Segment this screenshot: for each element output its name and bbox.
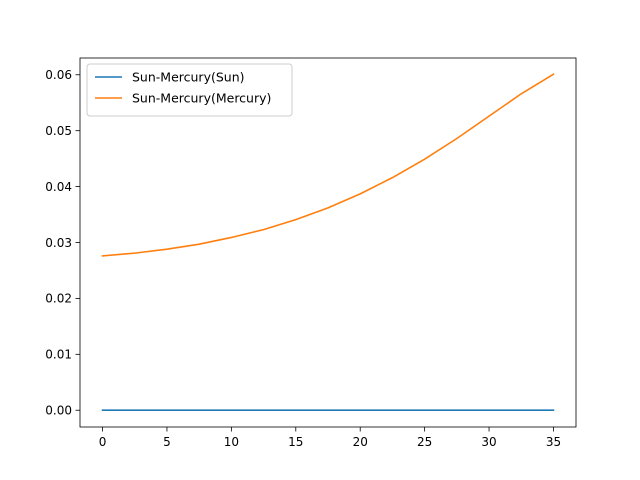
- series-layer: [101, 73, 555, 412]
- y-axis: 0.00 0.01 0.02 0.03 0.04 0.05 0.06: [45, 68, 80, 418]
- series-line-2: [101, 73, 555, 257]
- y-tick-label: 0.00: [45, 404, 72, 418]
- legend-box: [86, 63, 293, 117]
- x-axis: 0 5 10 15 20 25 30 35: [99, 427, 561, 449]
- y-tick-label: 0.02: [45, 292, 72, 306]
- x-tick-label: 35: [546, 435, 561, 449]
- y-tick-label: 0.03: [45, 236, 72, 250]
- legend-label-1: Sun-Mercury(Sun): [132, 70, 245, 85]
- x-tick-label: 10: [224, 435, 239, 449]
- x-tick-label: 0: [99, 435, 107, 449]
- x-tick-label: 30: [481, 435, 496, 449]
- plot-area: [80, 58, 576, 427]
- x-tick-label: 20: [353, 435, 368, 449]
- legend-label-2: Sun-Mercury(Mercury): [132, 91, 271, 106]
- y-tick-label: 0.01: [45, 348, 72, 362]
- x-tick-label: 25: [417, 435, 432, 449]
- y-tick-label: 0.05: [45, 124, 72, 138]
- legend: Sun-Mercury(Sun) Sun-Mercury(Mercury): [86, 63, 293, 117]
- y-tick-label: 0.06: [45, 68, 72, 82]
- x-tick-label: 15: [288, 435, 303, 449]
- x-tick-label: 5: [163, 435, 171, 449]
- y-tick-label: 0.04: [45, 180, 72, 194]
